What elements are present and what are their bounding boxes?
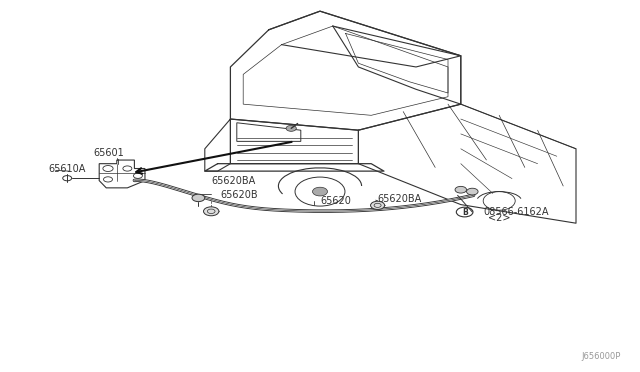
Circle shape — [286, 125, 296, 131]
Circle shape — [455, 186, 467, 193]
Text: 65620BA: 65620BA — [211, 176, 255, 186]
Circle shape — [467, 188, 478, 195]
Circle shape — [371, 201, 385, 209]
Circle shape — [192, 194, 205, 202]
Text: B: B — [462, 208, 467, 217]
Text: 65610A: 65610A — [48, 164, 85, 174]
Circle shape — [204, 207, 219, 216]
Text: <2>: <2> — [488, 214, 511, 223]
Text: 65601: 65601 — [93, 148, 124, 158]
Text: 08566-6162A: 08566-6162A — [483, 207, 548, 217]
Text: 65620: 65620 — [320, 196, 351, 206]
Text: 65620B: 65620B — [221, 190, 259, 200]
Text: 65620BA: 65620BA — [378, 194, 422, 204]
Circle shape — [312, 187, 328, 196]
Text: J656000P: J656000P — [581, 352, 621, 361]
